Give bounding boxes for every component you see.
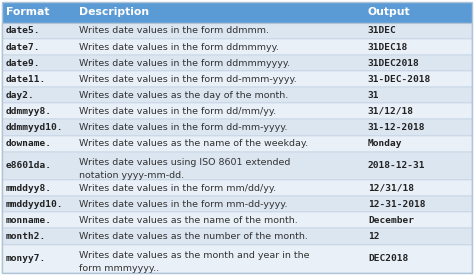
Bar [2, 23, 472, 39]
Bar [2, 136, 472, 152]
Text: ddmmyy8.: ddmmyy8. [6, 107, 52, 116]
Bar [2, 120, 472, 136]
Text: December: December [368, 216, 414, 225]
Text: 2018-12-31: 2018-12-31 [368, 161, 425, 170]
Bar [2, 212, 472, 229]
Text: Writes date values as the name of the weekday.: Writes date values as the name of the we… [79, 139, 308, 148]
Text: Writes date values in the form ddmmm.: Writes date values in the form ddmmm. [79, 26, 269, 35]
Bar [2, 87, 472, 103]
Bar [2, 103, 472, 120]
Bar [2, 180, 472, 196]
Text: 31: 31 [368, 91, 379, 100]
Bar [2, 212, 472, 229]
Text: Writes date values as the number of the month.: Writes date values as the number of the … [79, 232, 308, 241]
Text: Writes date values in the form dd-mm-yyyy.: Writes date values in the form dd-mm-yyy… [79, 123, 287, 132]
Text: Writes date values in the form mm-dd-yyyy.: Writes date values in the form mm-dd-yyy… [79, 200, 287, 209]
Bar [2, 152, 472, 180]
Bar [2, 2, 472, 23]
Text: mmddyyd10.: mmddyyd10. [6, 200, 64, 209]
Text: Output: Output [368, 7, 410, 17]
Bar [2, 39, 472, 55]
Text: DEC2018: DEC2018 [368, 254, 408, 263]
Text: Writes date values using ISO 8601 extended: Writes date values using ISO 8601 extend… [79, 158, 290, 167]
Text: notation yyyy-mm-dd.: notation yyyy-mm-dd. [79, 171, 184, 180]
Text: 31-12-2018: 31-12-2018 [368, 123, 425, 132]
Bar [2, 87, 472, 103]
Text: 31DEC: 31DEC [368, 26, 397, 35]
Bar [2, 229, 472, 244]
Bar [2, 229, 472, 244]
Text: date11.: date11. [6, 75, 46, 84]
Text: 31-DEC-2018: 31-DEC-2018 [368, 75, 431, 84]
Text: downame.: downame. [6, 139, 52, 148]
Text: Format: Format [6, 7, 49, 17]
Text: day2.: day2. [6, 91, 35, 100]
Bar [2, 120, 472, 136]
Text: Writes date values as the month and year in the: Writes date values as the month and year… [79, 251, 310, 260]
Text: month2.: month2. [6, 232, 46, 241]
Bar [2, 180, 472, 196]
Bar [2, 196, 472, 212]
Bar [2, 244, 472, 273]
Bar [2, 103, 472, 120]
Bar [2, 196, 472, 212]
Text: form mmmyyyy..: form mmmyyyy.. [79, 264, 159, 273]
Bar [2, 136, 472, 152]
Text: Monday: Monday [368, 139, 402, 148]
Text: e8601da.: e8601da. [6, 161, 52, 170]
Text: monyy7.: monyy7. [6, 254, 46, 263]
Bar [2, 55, 472, 71]
Text: Description: Description [79, 7, 149, 17]
Text: 31/12/18: 31/12/18 [368, 107, 414, 116]
Text: Writes date values as the day of the month.: Writes date values as the day of the mon… [79, 91, 288, 100]
Text: 12-31-2018: 12-31-2018 [368, 200, 425, 209]
Text: 12/31/18: 12/31/18 [368, 184, 414, 193]
Bar [2, 71, 472, 87]
Bar [2, 244, 472, 273]
Text: 31DEC2018: 31DEC2018 [368, 59, 419, 68]
Bar [2, 71, 472, 87]
Text: Writes date values in the form mm/dd/yy.: Writes date values in the form mm/dd/yy. [79, 184, 276, 193]
Text: Writes date values as the name of the month.: Writes date values as the name of the mo… [79, 216, 298, 225]
Text: mmddyy8.: mmddyy8. [6, 184, 52, 193]
Text: Writes date values in the form ddmmmyy.: Writes date values in the form ddmmmyy. [79, 43, 279, 51]
Bar [2, 39, 472, 55]
Text: Writes date values in the form ddmmmyyyy.: Writes date values in the form ddmmmyyyy… [79, 59, 290, 68]
Text: monname.: monname. [6, 216, 52, 225]
Bar [2, 2, 472, 23]
Bar [2, 55, 472, 71]
Text: 12: 12 [368, 232, 379, 241]
Bar [2, 152, 472, 180]
Text: date7.: date7. [6, 43, 40, 51]
Text: Writes date values in the form dd-mmm-yyyy.: Writes date values in the form dd-mmm-yy… [79, 75, 297, 84]
Text: Writes date values in the form dd/mm/yy.: Writes date values in the form dd/mm/yy. [79, 107, 276, 116]
Bar [2, 23, 472, 39]
Text: date9.: date9. [6, 59, 40, 68]
Text: 31DEC18: 31DEC18 [368, 43, 408, 51]
Text: ddmmyyd10.: ddmmyyd10. [6, 123, 64, 132]
Text: date5.: date5. [6, 26, 40, 35]
